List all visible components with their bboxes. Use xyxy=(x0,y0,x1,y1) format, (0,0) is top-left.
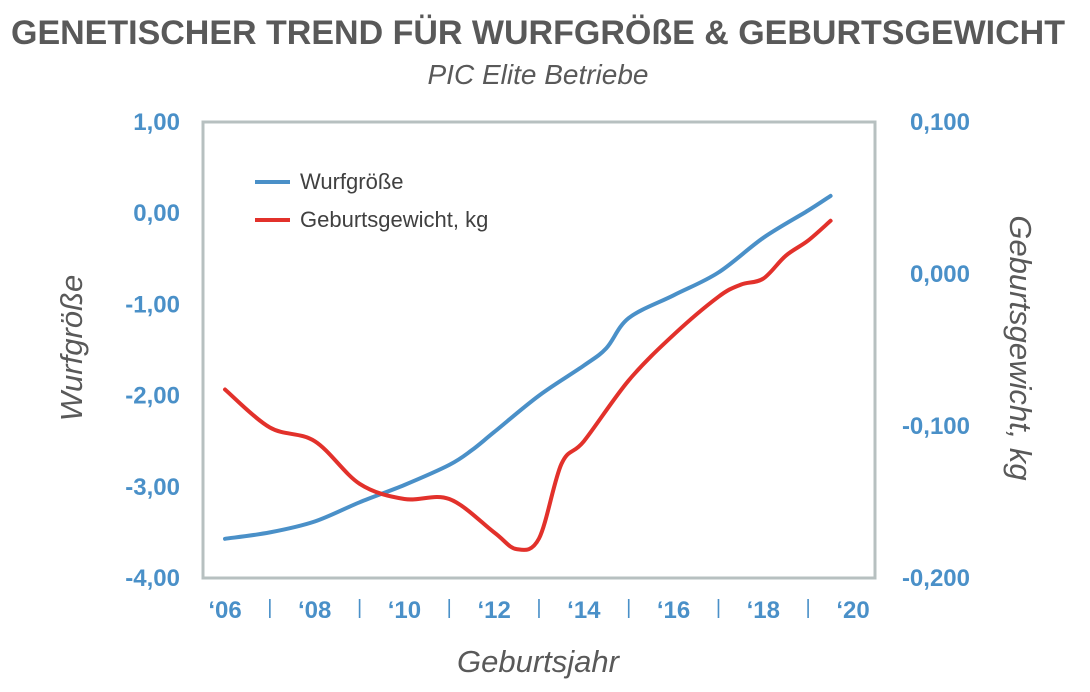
x-tick-label: ‘16 xyxy=(657,597,690,624)
x-tick-label: ‘20 xyxy=(836,597,869,624)
x-tick-label: ‘10 xyxy=(388,597,421,624)
y-tick-label: -1,00 xyxy=(125,291,180,318)
y2-tick-label: -0,200 xyxy=(902,565,970,592)
x-tick-label: ‘06 xyxy=(208,597,241,624)
x-tick-separator: | xyxy=(806,597,811,619)
x-tick-separator: | xyxy=(536,597,541,619)
y2-tick-label: -0,100 xyxy=(902,413,970,440)
chart-title: GENETISCHER TREND FÜR WURFGRÖßE & GEBURT… xyxy=(11,14,1065,52)
series-line-wurfgroesse xyxy=(223,193,833,541)
y2-tick-label: 0,000 xyxy=(910,261,970,288)
x-tick-separator: | xyxy=(626,597,631,619)
y-tick-label: 0,00 xyxy=(133,200,180,227)
x-axis-title: Geburtsjahr xyxy=(457,644,621,679)
x-tick-label: ‘18 xyxy=(747,597,780,624)
y-axis-ticks: -4,00 -3,00 -2,00 -1,00 0,00 1,00 xyxy=(125,109,180,592)
x-tick-label: ‘08 xyxy=(298,597,331,624)
x-axis-ticks: ‘06 | ‘08 | ‘10 | ‘12 | ‘14 | ‘16 | ‘18 | ‘20 xyxy=(208,597,869,624)
y2-axis-ticks: -0,200 -0,100 0,000 0,100 xyxy=(902,109,970,592)
y-tick-label: -4,00 xyxy=(125,565,180,592)
x-tick-separator: | xyxy=(267,597,272,619)
x-tick-label: ‘14 xyxy=(567,597,601,624)
y-tick-label: 1,00 xyxy=(133,109,180,136)
series-line-geburtsgewicht xyxy=(223,218,833,552)
legend: Wurfgröße Geburtsgewicht, kg xyxy=(255,169,488,232)
series-lines xyxy=(223,193,833,552)
plot-area xyxy=(201,120,877,580)
x-tick-separator: | xyxy=(357,597,362,619)
x-tick-separator: | xyxy=(447,597,452,619)
chart-subtitle: PIC Elite Betriebe xyxy=(428,59,649,90)
x-tick-separator: | xyxy=(716,597,721,619)
y-tick-label: -2,00 xyxy=(125,383,180,410)
y-tick-label: -3,00 xyxy=(125,474,180,501)
y2-tick-label: 0,100 xyxy=(910,109,970,136)
y-axis-title: Wurfgröße xyxy=(54,275,89,421)
legend-label-geburtsgewicht: Geburtsgewicht, kg xyxy=(300,207,488,232)
y2-axis-title: Geburtsgewicht, kg xyxy=(1003,215,1038,480)
x-tick-label: ‘12 xyxy=(477,597,510,624)
legend-label-wurfgroesse: Wurfgröße xyxy=(300,169,404,194)
